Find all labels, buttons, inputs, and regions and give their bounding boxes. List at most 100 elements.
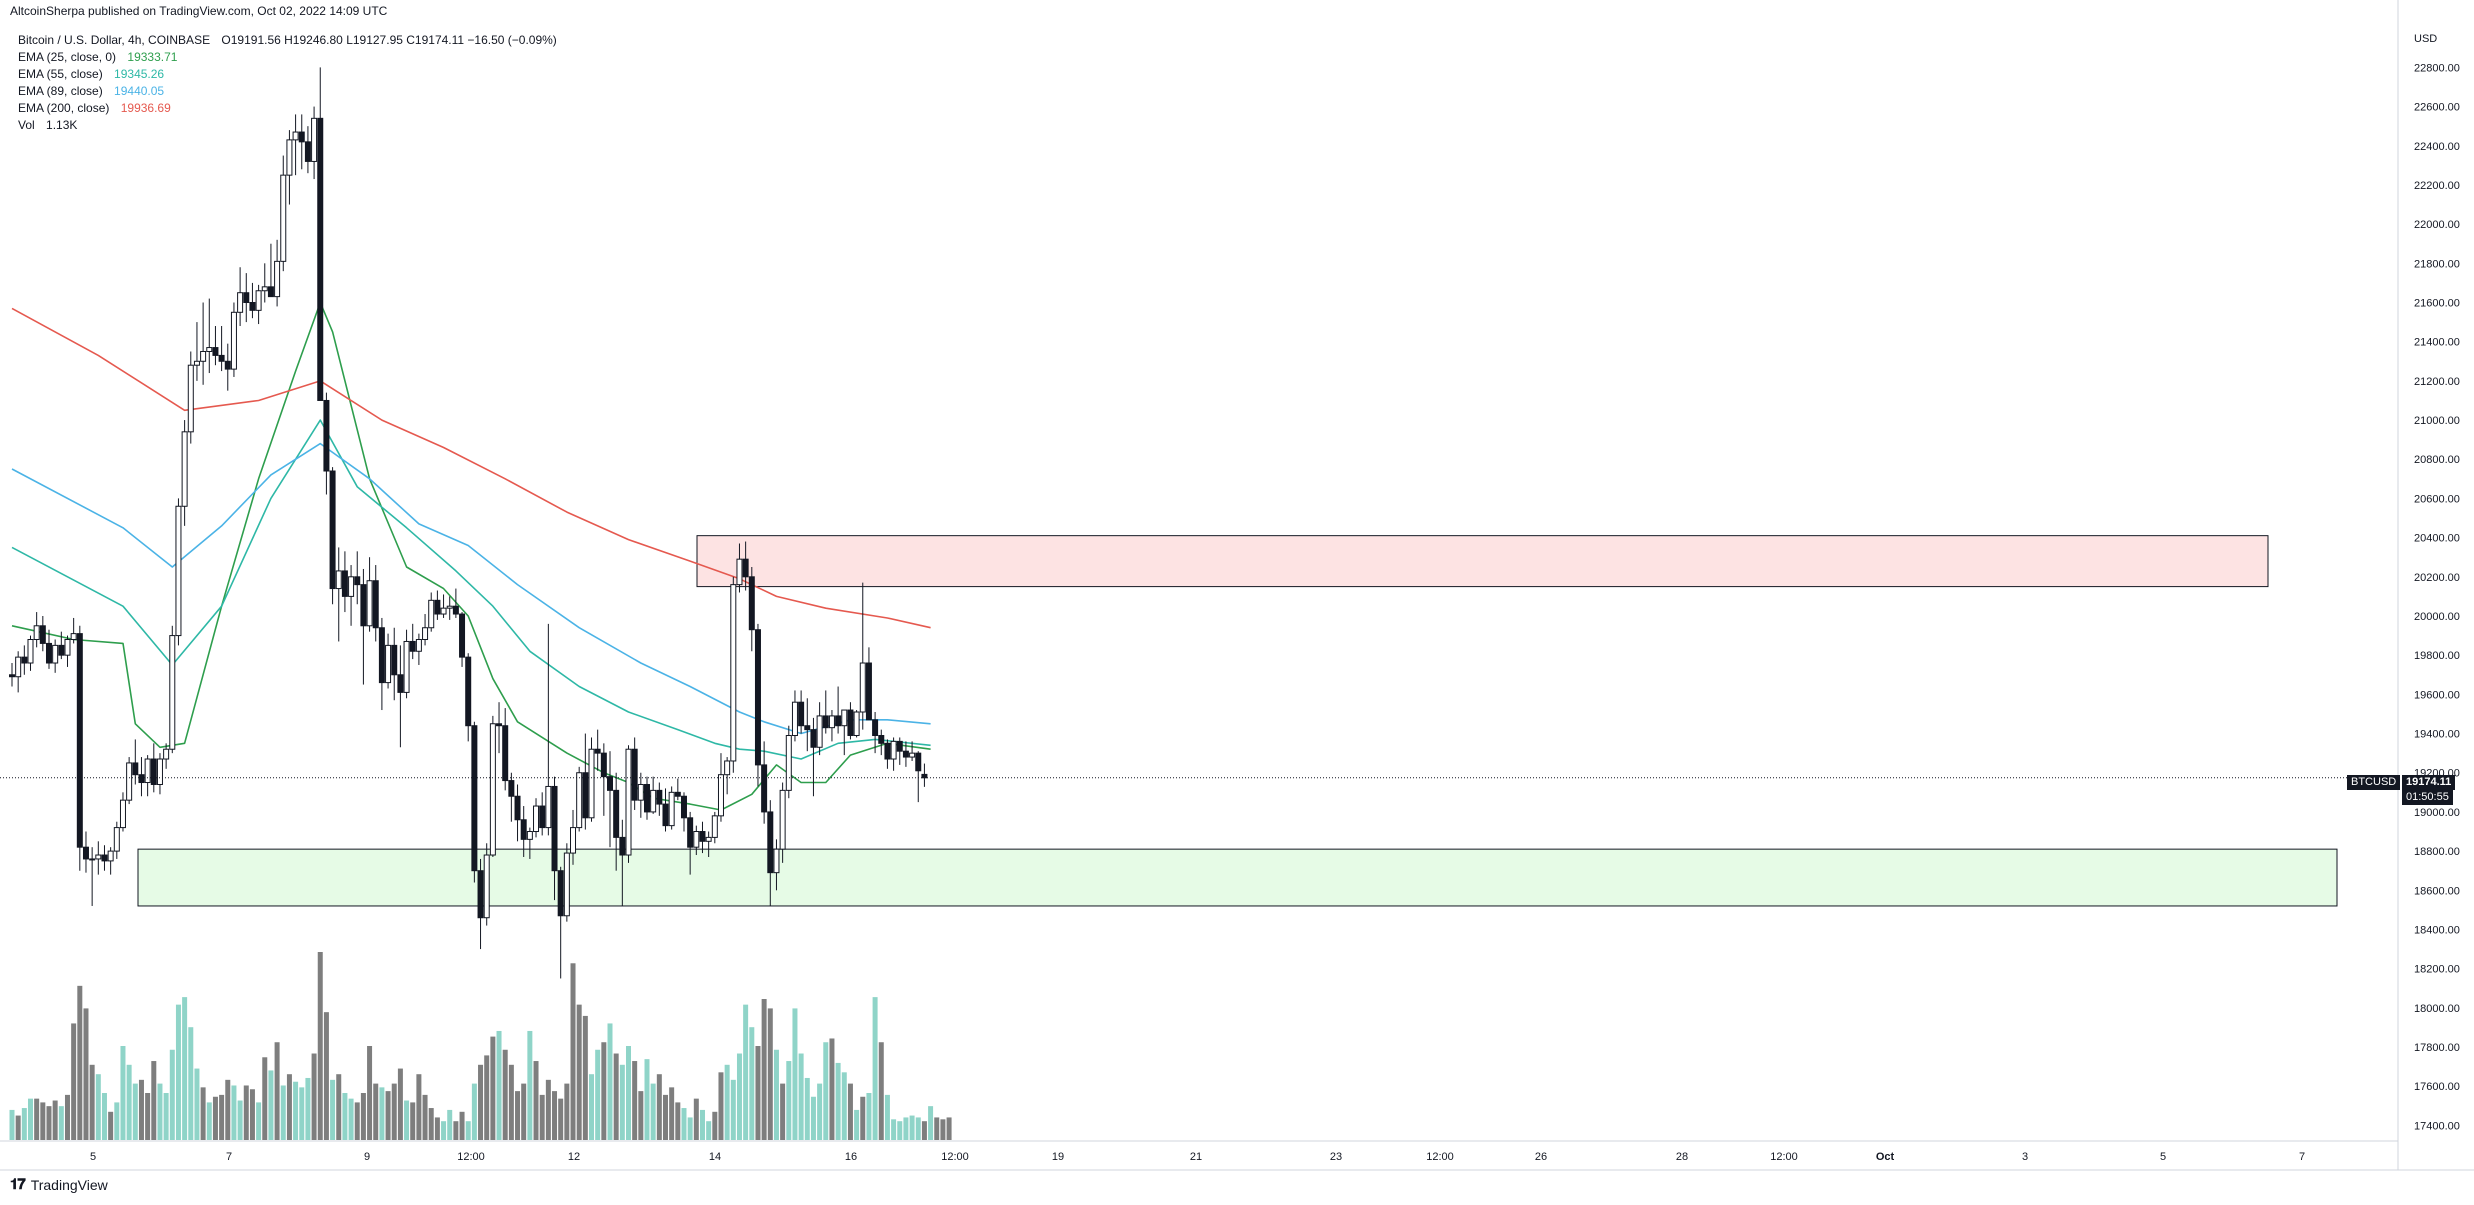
candle-down [514, 795, 521, 821]
y-tick-label: 17600.00 [2414, 1081, 2460, 1093]
candle-up [193, 360, 200, 366]
candle-down [915, 752, 922, 772]
candle-down [520, 819, 527, 840]
volume-bar [823, 1042, 829, 1140]
candle-down [662, 803, 669, 827]
volume-bar [145, 1093, 151, 1140]
candle-down [409, 640, 416, 652]
ema-55-legend[interactable]: EMA (55, close) 19345.26 [18, 66, 164, 83]
candle-down [304, 141, 311, 162]
candle-up [717, 774, 724, 817]
volume-bar [884, 1094, 890, 1140]
candle-up [841, 709, 848, 727]
volume-bar [416, 1074, 422, 1140]
x-tick-label: 28 [1676, 1151, 1688, 1163]
candle-up [200, 350, 207, 362]
y-tick-label: 22200.00 [2414, 180, 2460, 192]
volume-bar [502, 1049, 508, 1140]
candle-down [557, 870, 564, 917]
candle-up [668, 791, 675, 827]
ema-200-legend[interactable]: EMA (200, close) 19936.69 [18, 100, 171, 117]
volume-bar [379, 1087, 385, 1140]
candle-up [237, 292, 244, 313]
candle-down [748, 576, 755, 631]
ema-25-legend[interactable]: EMA (25, close, 0) 19333.71 [18, 49, 177, 66]
candle-up [785, 735, 792, 791]
volume-bar [626, 1046, 631, 1140]
volume-bar [749, 1027, 755, 1140]
volume-bar [348, 1098, 354, 1140]
volume-bar [27, 1098, 33, 1140]
candle-down [804, 725, 811, 731]
volume-bar [743, 1004, 749, 1140]
candle-down [613, 789, 620, 838]
volume-bar [52, 1100, 58, 1140]
volume-bar [841, 1072, 847, 1140]
candle-down [921, 773, 928, 779]
candle-down [896, 740, 903, 752]
axis-currency-label: USD [2414, 33, 2437, 45]
volume-legend[interactable]: Vol 1.13K [18, 117, 77, 134]
x-tick-label: Oct [1876, 1151, 1895, 1163]
volume-bar [459, 1111, 465, 1140]
volume-bar [946, 1117, 952, 1140]
volume-bar [866, 1093, 872, 1140]
candle-down [212, 347, 219, 356]
volume-bar [847, 1083, 853, 1140]
candle-down [865, 662, 872, 721]
y-tick-label: 22000.00 [2414, 219, 2460, 231]
candle-down [902, 750, 909, 758]
candle-up [650, 789, 657, 813]
candle-down [742, 558, 749, 578]
candle-down [434, 599, 441, 615]
candle-down [496, 723, 503, 727]
support-zone [137, 848, 2338, 907]
volume-bar [471, 1083, 477, 1140]
volume-bar [9, 1109, 15, 1140]
candle-up [588, 748, 595, 819]
y-tick-label: 20600.00 [2414, 493, 2460, 505]
candle-down [21, 656, 28, 664]
volume-bar [693, 1098, 699, 1140]
x-tick-label: 14 [709, 1151, 721, 1163]
last-price-badge: 19174.11 [2402, 775, 2456, 790]
candle-up [348, 576, 355, 597]
volume-bar [428, 1108, 434, 1140]
volume-bar [712, 1111, 718, 1140]
candle-down [884, 742, 891, 760]
candle-down [82, 846, 89, 860]
volume-bar [619, 1064, 625, 1140]
candle-down [267, 286, 274, 298]
volume-bar [157, 1083, 163, 1140]
volume-bar [367, 1046, 373, 1140]
candle-up [52, 644, 59, 664]
candle-up [724, 760, 731, 776]
candle-down [9, 674, 15, 678]
instrument-row: Bitcoin / U.S. Dollar, 4h, COINBASE O191… [18, 32, 557, 49]
volume-bar [484, 1055, 490, 1140]
candle-down [132, 762, 139, 776]
tradingview-logo-icon: 𝟏𝟕 [10, 1176, 26, 1193]
resistance-zone [696, 535, 2269, 588]
volume-bar [163, 1093, 169, 1140]
volume-bar [404, 1100, 410, 1140]
candle-down [878, 735, 885, 744]
volume-bar [897, 1121, 903, 1140]
ema-89-legend[interactable]: EMA (89, close) 19440.05 [18, 83, 164, 100]
volume-bar [391, 1083, 397, 1140]
candle-up [95, 854, 102, 860]
volume-bar [558, 1098, 564, 1140]
volume-bar [761, 999, 767, 1140]
y-tick-label: 21800.00 [2414, 258, 2460, 270]
candle-down [656, 789, 663, 805]
volume-bar [798, 1053, 804, 1140]
volume-bar [730, 1079, 736, 1140]
tradingview-footer[interactable]: 𝟏𝟕 TradingView [10, 1176, 108, 1193]
volume-bar [293, 1081, 299, 1140]
candle-up [563, 852, 570, 917]
candle-down [551, 785, 558, 872]
x-tick-label: 23 [1330, 1151, 1342, 1163]
y-tick-label: 18400.00 [2414, 924, 2460, 936]
y-tick-label: 19000.00 [2414, 807, 2460, 819]
